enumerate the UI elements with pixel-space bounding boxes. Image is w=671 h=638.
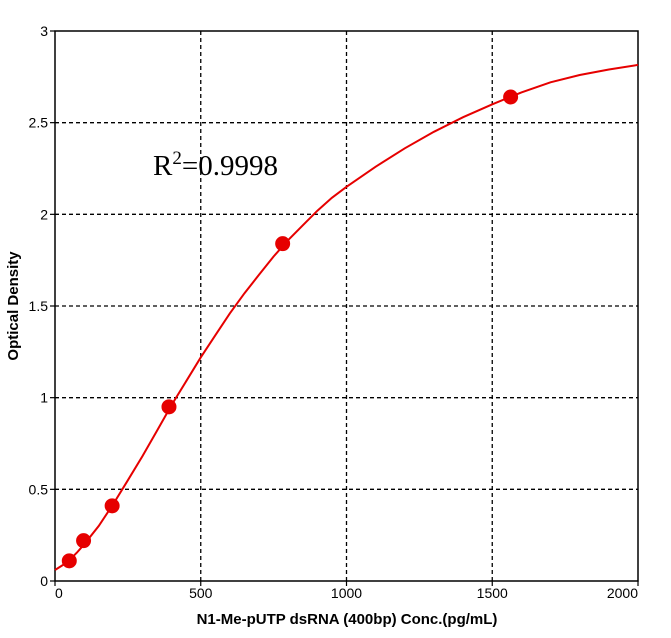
grid-lines: [55, 31, 638, 581]
x-tick-label: 0: [55, 585, 63, 601]
y-tick-label: 0: [40, 573, 48, 589]
y-tick-label: 0.5: [29, 481, 49, 497]
data-point: [76, 533, 92, 549]
r-squared-base: R: [153, 150, 173, 182]
axis-ticks: 0 500 1000 1500 2000 0 0.5 1 1.5 2 2.5 3: [29, 23, 639, 601]
y-tick-label: 1: [40, 390, 48, 406]
fit-curve-layer: [54, 63, 639, 571]
r-squared-annotation: R2=0.9998: [153, 148, 278, 182]
y-axis-title: Optical Density: [5, 251, 22, 361]
x-tick-label: 500: [189, 585, 213, 601]
data-point: [503, 89, 519, 105]
y-tick-label: 2: [40, 206, 48, 222]
y-tick-label: 3: [40, 23, 48, 39]
r-squared-value: =0.9998: [182, 150, 278, 182]
y-tick-label: 1.5: [29, 298, 49, 314]
data-point: [275, 236, 291, 252]
x-tick-label: 1000: [331, 585, 362, 601]
data-point: [61, 553, 77, 569]
data-points-layer: [61, 89, 519, 569]
y-tick-label: 2.5: [29, 115, 49, 131]
data-point: [104, 498, 120, 514]
x-tick-label: 2000: [607, 585, 638, 601]
r-squared-superscript: 2: [172, 148, 182, 169]
x-tick-label: 1500: [477, 585, 508, 601]
x-axis-title: N1-Me-pUTP dsRNA (400bp) Conc.(pg/mL): [197, 611, 498, 628]
data-point: [161, 399, 177, 415]
fit-curve-line: [54, 63, 639, 571]
